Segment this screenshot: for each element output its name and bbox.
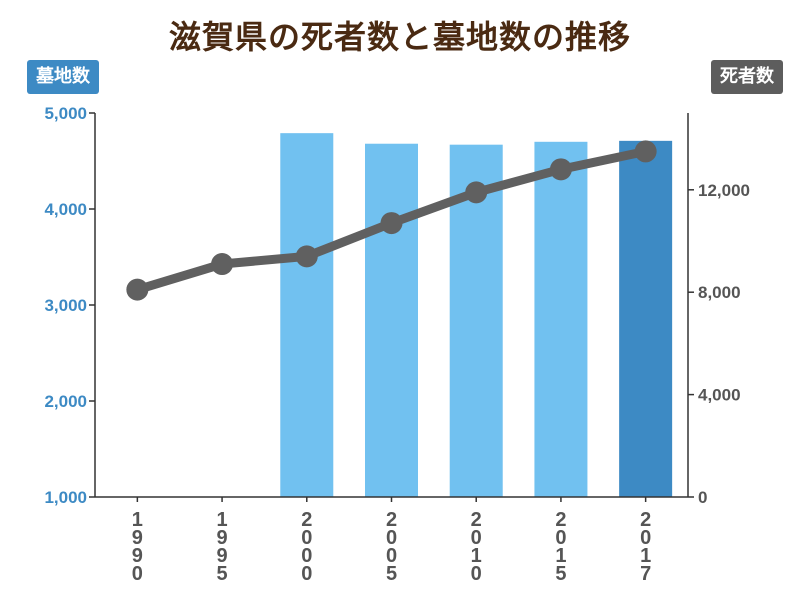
right-tick-label: 4,000 <box>698 386 741 405</box>
death-count-point-1990 <box>126 278 149 301</box>
right-tick-label: 8,000 <box>698 283 741 302</box>
bar-2017 <box>619 140 673 497</box>
right-axis-badge: 死者数 <box>711 60 783 94</box>
left-tick-label: 1,000 <box>44 488 87 507</box>
death-count-point-2010 <box>465 181 488 204</box>
left-axis-badge: 墓地数 <box>27 60 99 94</box>
right-tick-label: 0 <box>698 488 707 507</box>
bar-2000 <box>280 133 334 497</box>
left-tick-label: 5,000 <box>44 104 87 123</box>
right-tick-label: 12,000 <box>698 181 750 200</box>
left-tick-label: 4,000 <box>44 200 87 219</box>
left-tick-label: 2,000 <box>44 392 87 411</box>
death-count-point-2015 <box>549 158 572 181</box>
bar-2015 <box>534 141 588 498</box>
left-tick-label: 3,000 <box>44 296 87 315</box>
bar-2005 <box>365 143 418 497</box>
death-count-point-2017 <box>634 140 657 163</box>
death-count-point-1995 <box>211 253 234 276</box>
chart-title: 滋賀県の死者数と墓地数の推移 <box>168 18 631 56</box>
death-count-point-2005 <box>380 212 403 235</box>
death-count-point-2000 <box>295 245 318 268</box>
